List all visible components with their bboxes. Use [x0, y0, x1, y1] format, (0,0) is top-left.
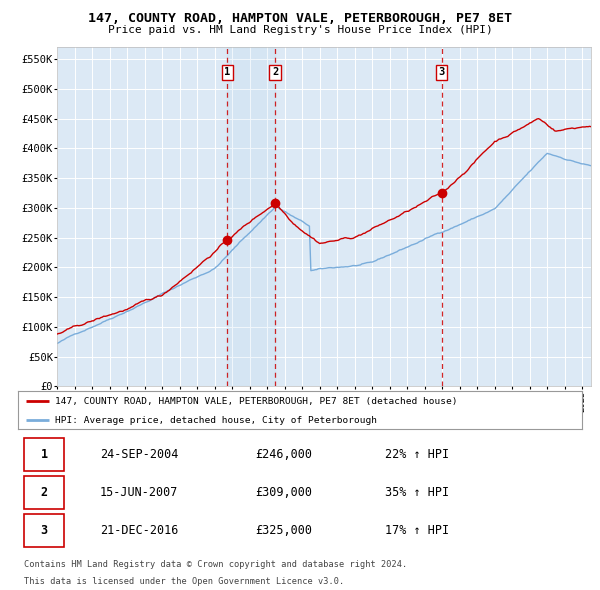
- Text: 3: 3: [40, 524, 47, 537]
- Text: 15-JUN-2007: 15-JUN-2007: [100, 486, 178, 499]
- Text: 147, COUNTY ROAD, HAMPTON VALE, PETERBOROUGH, PE7 8ET: 147, COUNTY ROAD, HAMPTON VALE, PETERBOR…: [88, 12, 512, 25]
- Text: 22% ↑ HPI: 22% ↑ HPI: [385, 448, 449, 461]
- Text: 2: 2: [272, 67, 278, 77]
- Text: 2: 2: [40, 486, 47, 499]
- Text: Price paid vs. HM Land Registry's House Price Index (HPI): Price paid vs. HM Land Registry's House …: [107, 25, 493, 35]
- Text: 1: 1: [224, 67, 230, 77]
- Bar: [227, 47, 275, 386]
- Text: 24-SEP-2004: 24-SEP-2004: [100, 448, 178, 461]
- Text: Contains HM Land Registry data © Crown copyright and database right 2024.: Contains HM Land Registry data © Crown c…: [23, 560, 407, 569]
- Text: £325,000: £325,000: [255, 524, 312, 537]
- Text: This data is licensed under the Open Government Licence v3.0.: This data is licensed under the Open Gov…: [23, 578, 344, 586]
- Text: 35% ↑ HPI: 35% ↑ HPI: [385, 486, 449, 499]
- Text: 21-DEC-2016: 21-DEC-2016: [100, 524, 178, 537]
- FancyBboxPatch shape: [23, 476, 64, 509]
- Text: 17% ↑ HPI: 17% ↑ HPI: [385, 524, 449, 537]
- Text: HPI: Average price, detached house, City of Peterborough: HPI: Average price, detached house, City…: [55, 416, 377, 425]
- Text: 3: 3: [439, 67, 445, 77]
- Text: 147, COUNTY ROAD, HAMPTON VALE, PETERBOROUGH, PE7 8ET (detached house): 147, COUNTY ROAD, HAMPTON VALE, PETERBOR…: [55, 397, 457, 406]
- FancyBboxPatch shape: [23, 514, 64, 547]
- Text: £246,000: £246,000: [255, 448, 312, 461]
- FancyBboxPatch shape: [23, 438, 64, 471]
- Text: £309,000: £309,000: [255, 486, 312, 499]
- Text: 1: 1: [40, 448, 47, 461]
